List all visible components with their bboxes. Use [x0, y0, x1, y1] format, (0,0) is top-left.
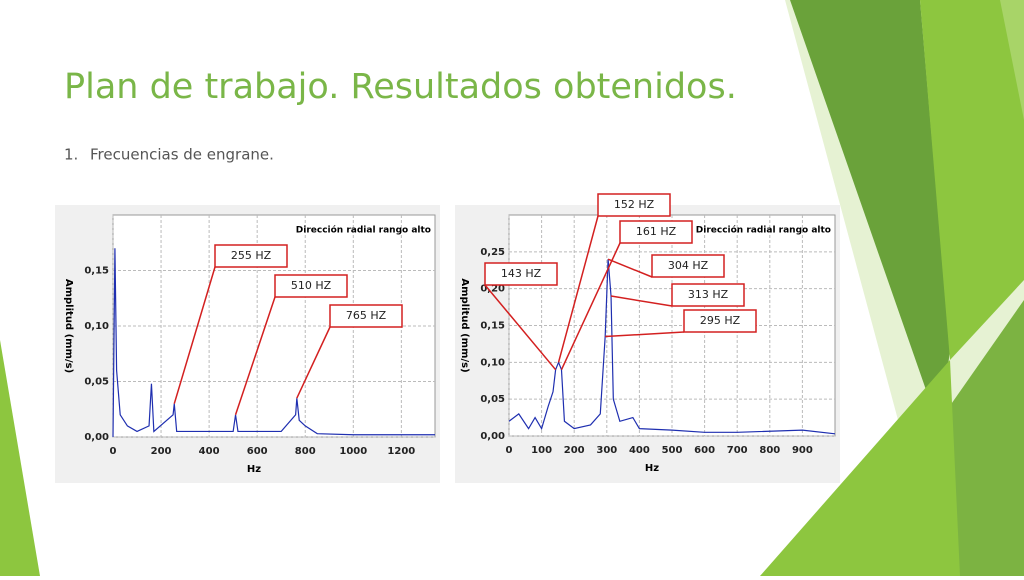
annotation-box: [329, 304, 403, 328]
annotation-box: [683, 309, 757, 333]
x-tick-label: 900: [792, 445, 813, 456]
x-tick-label: 800: [295, 446, 316, 457]
annotation-label: 255 HZ: [231, 249, 272, 262]
x-tick-label: 300: [596, 445, 617, 456]
annotation-pointer: [605, 331, 685, 338]
annotation-box: [651, 254, 725, 278]
annotation-label: 161 HZ: [636, 225, 677, 238]
annotation-pointer: [484, 284, 557, 371]
y-tick-label: 0,00: [84, 432, 109, 443]
chart: 0 200 400 600 800 1000 1200 0,00 0,05 0,10 0,15 Hz A…: [55, 205, 440, 483]
annotation-box: [214, 244, 288, 268]
x-tick-label: 800: [759, 445, 780, 456]
annotation-box: [484, 262, 558, 286]
y-tick-label: 0,15: [84, 266, 109, 277]
annotation-box: [671, 283, 745, 307]
annotation-pointer: [173, 266, 216, 404]
x-tick-label: 500: [662, 445, 683, 456]
y-axis-label: Amplitud (mm/s): [63, 279, 74, 373]
y-tick-label: 0,10: [84, 321, 109, 332]
x-tick-label: 600: [247, 446, 268, 457]
spectrum-line: [112, 248, 435, 438]
y-tick-label: 0,05: [480, 394, 505, 405]
y-tick-label: 0,00: [480, 431, 505, 442]
y-tick-label: 0,15: [480, 321, 505, 332]
y-tick-label: 0,25: [480, 247, 505, 258]
list-text: Frecuencias de engrane.: [90, 146, 274, 164]
x-tick-label: 700: [727, 445, 748, 456]
x-tick-label: 200: [151, 446, 172, 457]
x-tick-label: 0: [110, 446, 117, 457]
annotation-box: [619, 220, 693, 244]
x-axis-label: Hz: [645, 463, 659, 474]
y-tick-label: 0,20: [480, 284, 505, 295]
annotation-label: 304 HZ: [668, 259, 709, 272]
annotation-pointer: [607, 258, 653, 278]
annotation-label: 143 HZ: [501, 267, 542, 280]
x-tick-label: 600: [694, 445, 715, 456]
x-tick-label: 100: [531, 445, 552, 456]
y-tick-label: 0,05: [84, 377, 109, 388]
annotation-label: 152 HZ: [614, 198, 655, 211]
annotation-pointer: [234, 296, 276, 416]
list-number: 1.: [64, 146, 78, 164]
x-tick-label: 1000: [339, 446, 367, 457]
x-tick-label: 200: [564, 445, 585, 456]
annotation-box: [274, 274, 348, 298]
annotation-pointer: [610, 295, 673, 307]
x-tick-label: 400: [629, 445, 650, 456]
annotation-label: 295 HZ: [700, 314, 741, 327]
slide-title: Plan de trabajo. Resultados obtenidos.: [64, 67, 737, 107]
annotation-label: 313 HZ: [688, 288, 729, 301]
chart: 0 100 200 300 400 500 600 700 800 900 0,00 0,05 0,10…: [455, 193, 840, 483]
annotation-pointer: [560, 242, 621, 371]
x-tick-label: 400: [199, 446, 220, 457]
y-tick-label: 0,10: [480, 357, 505, 368]
annotation-pointer: [296, 326, 331, 399]
annotation-label: 510 HZ: [291, 279, 332, 292]
chart-title: Dirección radial rango alto: [696, 225, 831, 236]
annotation-pointer: [557, 215, 599, 363]
x-axis-label: Hz: [247, 464, 261, 475]
chart-title: Dirección radial rango alto: [296, 225, 431, 236]
x-tick-label: 0: [506, 445, 513, 456]
y-axis-label: Amplitud (mm/s): [459, 278, 470, 372]
x-tick-label: 1200: [387, 446, 415, 457]
annotation-box: [597, 193, 671, 217]
annotation-label: 765 HZ: [346, 309, 387, 322]
spectrum-line: [508, 259, 836, 435]
